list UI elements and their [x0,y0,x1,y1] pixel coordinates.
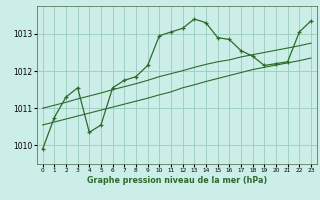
X-axis label: Graphe pression niveau de la mer (hPa): Graphe pression niveau de la mer (hPa) [87,176,267,185]
